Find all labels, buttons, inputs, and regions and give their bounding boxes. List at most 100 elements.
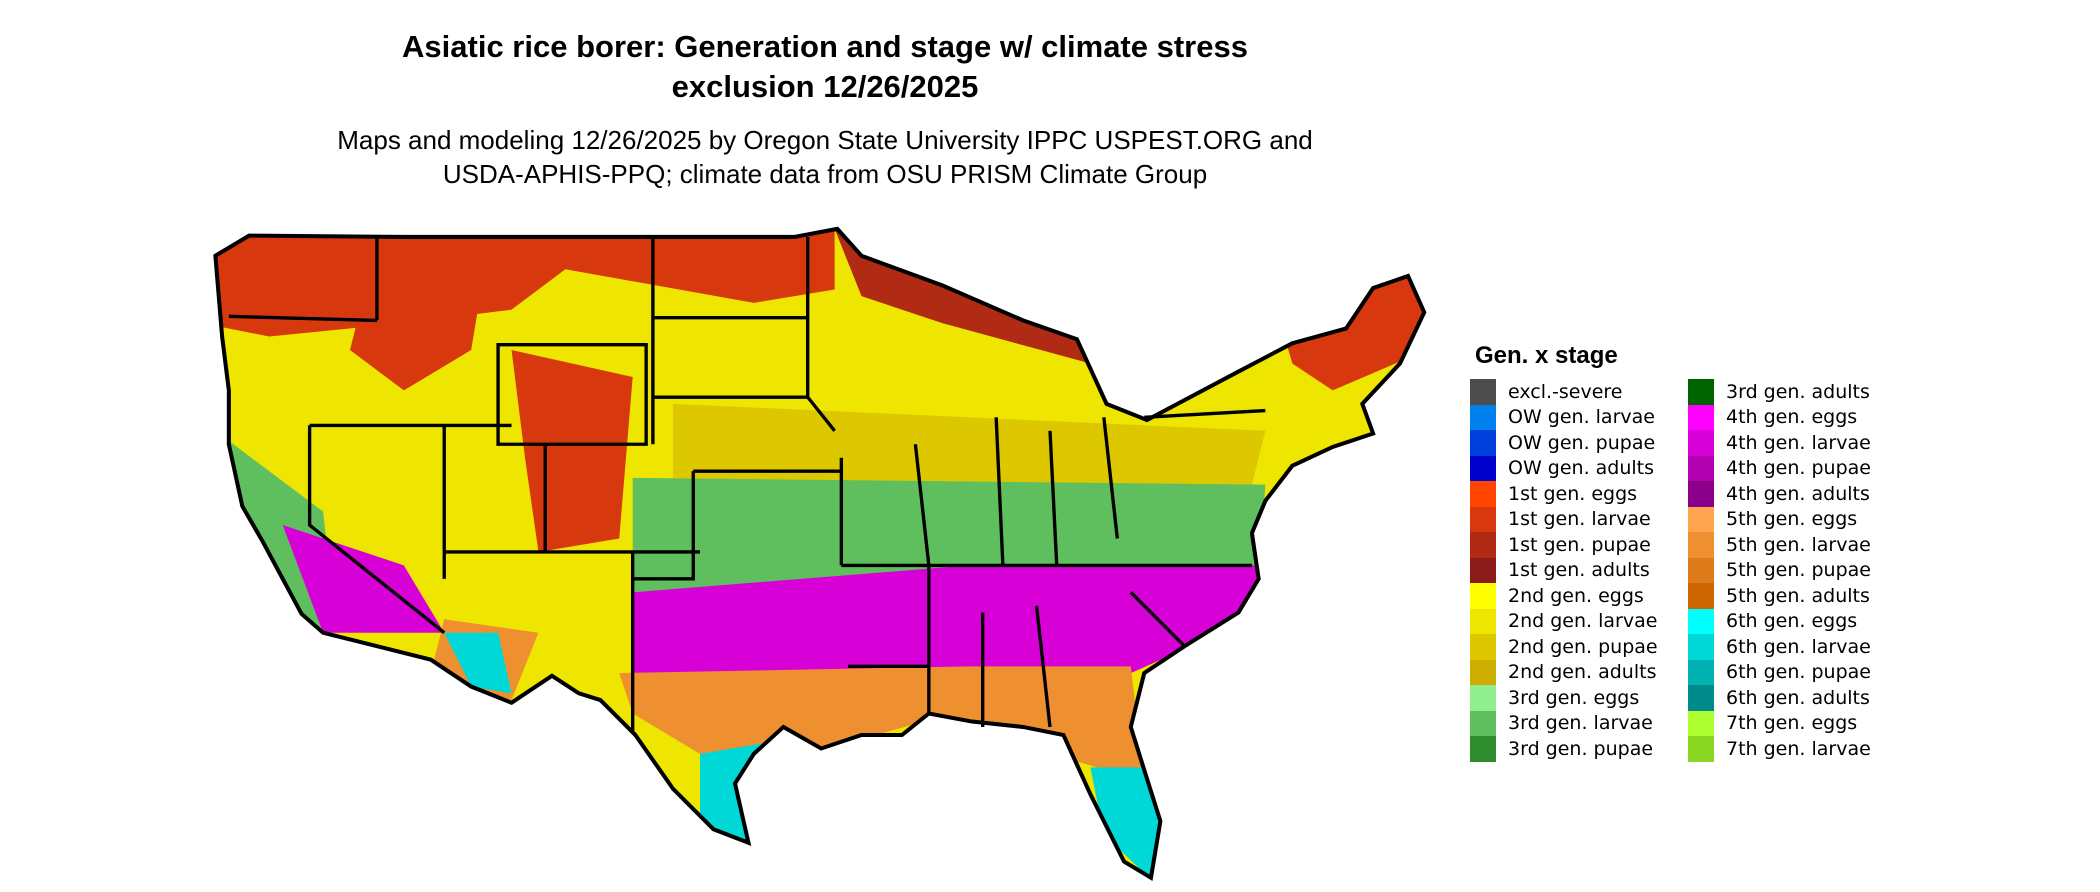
legend-label: 1st gen. larvae <box>1508 508 1651 531</box>
legend-item: 1st gen. adults <box>1470 557 1650 583</box>
legend-label: 1st gen. pupae <box>1508 533 1651 556</box>
legend-swatch <box>1470 532 1496 558</box>
legend-item: 3rd gen. pupae <box>1470 736 1653 762</box>
legend-item: 6th gen. eggs <box>1688 608 1858 634</box>
legend-item: 5th gen. adults <box>1688 583 1870 609</box>
legend-swatch <box>1688 455 1714 481</box>
legend-label: 5th gen. pupae <box>1726 559 1871 582</box>
legend-swatch <box>1470 455 1496 481</box>
legend-swatch <box>1688 506 1714 532</box>
legend-swatch <box>1688 404 1714 430</box>
legend-label: 1st gen. adults <box>1508 559 1650 582</box>
legend-item: 1st gen. pupae <box>1470 532 1651 558</box>
legend-item: 2nd gen. eggs <box>1470 583 1644 609</box>
legend-item: 4th gen. adults <box>1688 481 1870 507</box>
region-1st-gen-larvae <box>215 228 835 337</box>
legend-item: 2nd gen. larvae <box>1470 608 1658 634</box>
chart-subtitle-line-1: Maps and modeling 12/26/2025 by Oregon S… <box>337 125 1313 155</box>
legend-swatch <box>1470 481 1496 507</box>
legend-label: 7th gen. eggs <box>1726 712 1858 735</box>
legend-label: 6th gen. eggs <box>1726 610 1858 633</box>
legend-item: OW gen. pupae <box>1470 430 1655 456</box>
legend-swatch <box>1470 379 1496 405</box>
legend-item: 3rd gen. eggs <box>1470 685 1639 711</box>
region-6th-gen-larvae-texas <box>700 740 781 849</box>
region-4th-gen-larvae-west <box>282 525 445 633</box>
legend-swatch <box>1470 583 1496 609</box>
legend-swatch <box>1688 481 1714 507</box>
state-borders <box>228 236 1266 734</box>
legend-item: OW gen. adults <box>1470 455 1655 481</box>
chart-title-line-2: exclusion 12/26/2025 <box>671 69 979 104</box>
legend-item: 4th gen. larvae <box>1688 430 1871 456</box>
legend-label: 2nd gen. adults <box>1508 661 1657 684</box>
legend-item: 5th gen. eggs <box>1688 506 1858 532</box>
legend-swatch <box>1688 736 1714 762</box>
legend-item: 1st gen. larvae <box>1470 506 1651 532</box>
legend-item: 1st gen. eggs <box>1470 481 1637 507</box>
legend-label: 6th gen. adults <box>1726 686 1870 709</box>
legend-swatch <box>1688 379 1714 405</box>
legend-item: excl.-severe <box>1470 379 1623 405</box>
legend-swatch <box>1470 557 1496 583</box>
legend-item: 6th gen. adults <box>1688 685 1870 711</box>
legend-label: 4th gen. pupae <box>1726 457 1871 480</box>
legend-item: 7th gen. eggs <box>1688 710 1858 736</box>
legend-label: 2nd gen. eggs <box>1508 584 1644 607</box>
legend-swatch <box>1688 583 1714 609</box>
legend-label: 4th gen. adults <box>1726 482 1870 505</box>
legend-label: 5th gen. eggs <box>1726 508 1858 531</box>
legend-item: OW gen. larvae <box>1470 404 1655 430</box>
chart-subtitle-line-2: USDA-APHIS-PPQ; climate data from OSU PR… <box>442 159 1208 189</box>
legend-swatch <box>1688 634 1714 660</box>
legend-swatch <box>1470 608 1496 634</box>
legend-label: 4th gen. larvae <box>1726 431 1871 454</box>
legend-label: OW gen. larvae <box>1508 406 1655 429</box>
legend-label: 3rd gen. eggs <box>1508 686 1640 709</box>
legend-label: 2nd gen. larvae <box>1508 610 1658 633</box>
legend-item: 3rd gen. adults <box>1688 379 1870 405</box>
legend-label: 6th gen. pupae <box>1726 661 1871 684</box>
legend-item: 2nd gen. pupae <box>1470 634 1658 660</box>
legend-label: excl.-severe <box>1508 380 1623 403</box>
legend-label: 7th gen. larvae <box>1726 737 1871 760</box>
legend-swatch <box>1470 430 1496 456</box>
region-1st-gen-larvae-idaho <box>350 242 485 391</box>
region-2nd-gen-pupae <box>673 403 1266 499</box>
legend-swatch <box>1688 685 1714 711</box>
legend-swatch <box>1470 736 1496 762</box>
legend-item: 3rd gen. larvae <box>1470 710 1653 736</box>
region-4th-gen-larvae <box>632 565 1259 687</box>
legend-swatch <box>1688 532 1714 558</box>
legend-item: 7th gen. larvae <box>1688 736 1871 762</box>
legend-swatch <box>1688 659 1714 685</box>
legend-swatch <box>1688 430 1714 456</box>
legend-label: 6th gen. larvae <box>1726 635 1871 658</box>
legend-item: 5th gen. larvae <box>1688 532 1871 558</box>
legend-label: 5th gen. adults <box>1726 584 1870 607</box>
region-1st-gen-larvae-rockies <box>511 350 633 552</box>
legend-label: 3rd gen. larvae <box>1508 712 1653 735</box>
legend-item: 4th gen. eggs <box>1688 404 1858 430</box>
legend-swatch <box>1688 557 1714 583</box>
legend-item: 6th gen. larvae <box>1688 634 1871 660</box>
legend-label: 2nd gen. pupae <box>1508 635 1658 658</box>
legend-label: 5th gen. larvae <box>1726 533 1871 556</box>
legend-label: 4th gen. eggs <box>1726 406 1858 429</box>
legend-label: 3rd gen. adults <box>1726 380 1870 403</box>
legend-swatch <box>1470 659 1496 685</box>
legend-item: 6th gen. pupae <box>1688 659 1871 685</box>
legend-swatch <box>1470 634 1496 660</box>
chart-title-line-1: Asiatic rice borer: Generation and stage… <box>402 29 1248 64</box>
legend-swatch <box>1470 506 1496 532</box>
legend-title: Gen. x stage <box>1475 342 1618 369</box>
region-6th-gen-larvae-florida <box>1090 767 1161 878</box>
legend-swatch <box>1470 404 1496 430</box>
legend-label: OW gen. pupae <box>1508 431 1656 454</box>
legend-swatch <box>1470 685 1496 711</box>
legend-item: 2nd gen. adults <box>1470 659 1657 685</box>
legend-label: 1st gen. eggs <box>1508 482 1638 505</box>
legend-label: OW gen. adults <box>1508 457 1655 480</box>
